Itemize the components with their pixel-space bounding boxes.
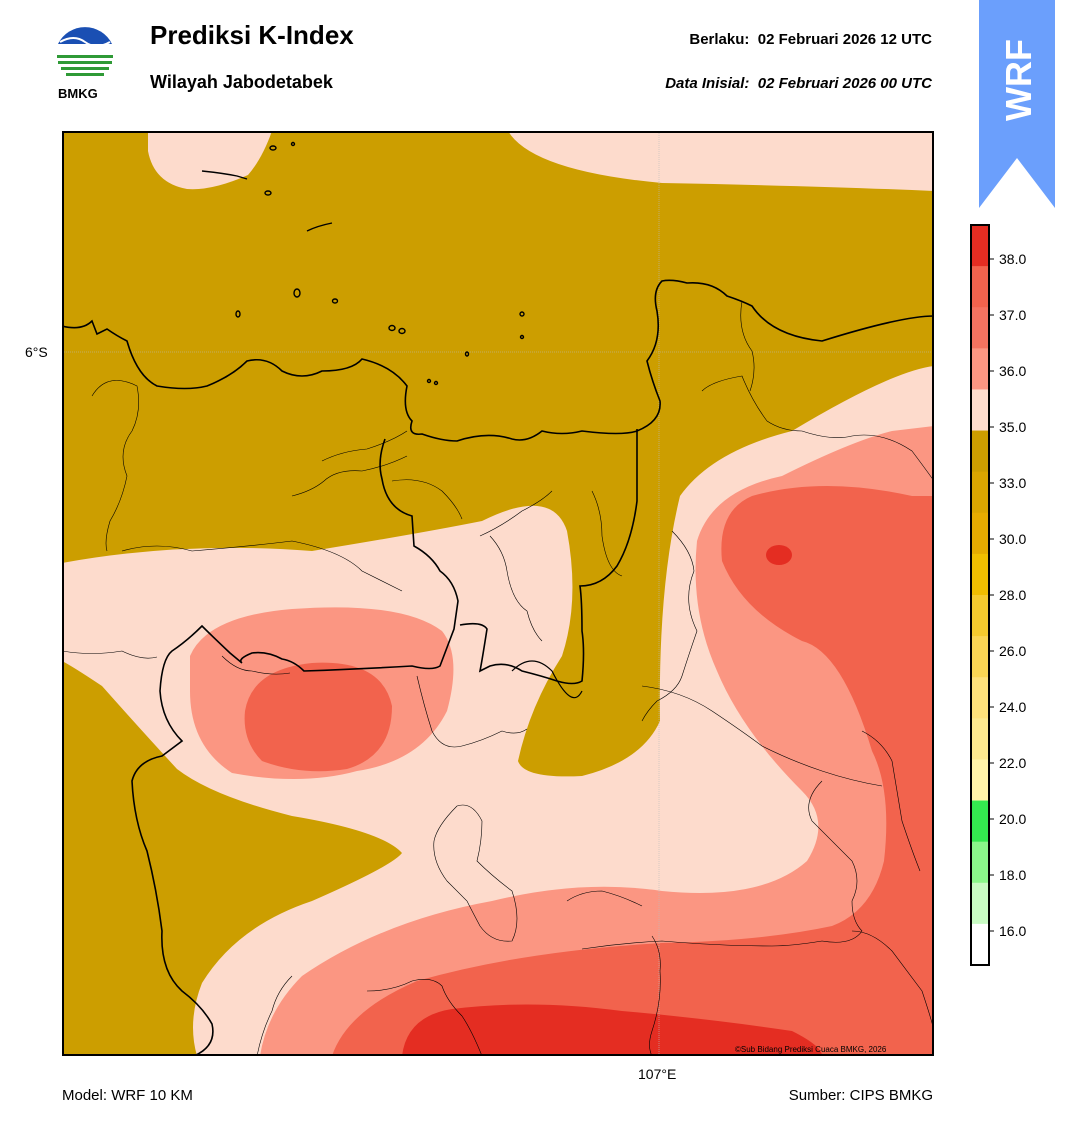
district-boundary: [321, 430, 408, 462]
colorbar-tick-label: 37.0: [999, 307, 1026, 323]
colorbar-tick-label: 35.0: [999, 419, 1026, 435]
footer-model: Model: WRF 10 KM: [62, 1087, 193, 1104]
colorbar-tick-label: 36.0: [999, 363, 1026, 379]
init-time: Data Inisial: 02 Februari 2026 00 UTC: [665, 75, 932, 92]
lat-label-6s: 6°S: [25, 344, 48, 360]
k-index-map: [62, 131, 934, 1056]
wrf-ribbon: WRF: [979, 0, 1055, 208]
district-boundary: [433, 804, 518, 942]
k-index-colorbar: 38.0 37.0 36.0 35.0 33.0 30.0 28.0 26.0 24.0 22.0…: [970, 224, 1026, 966]
init-value: 02 Februari 2026 00 UTC: [757, 75, 932, 92]
colorbar-band: [971, 718, 989, 760]
colorbar-band: [971, 430, 989, 473]
province-boundary-south: [511, 660, 583, 699]
copyright-text: ©Sub Bidang Prediksi Cuaca BMKG, 2026: [735, 1045, 887, 1054]
district-boundary: [581, 780, 863, 950]
coastline: [62, 279, 934, 442]
map-frame: [62, 131, 934, 1056]
colorbar-tick-label: 38.0: [999, 251, 1026, 267]
fill-bottom-38: [402, 1004, 822, 1056]
district-boundary: [291, 455, 408, 497]
district-boundary: [62, 650, 158, 659]
colorbar-tick-label: 24.0: [999, 699, 1026, 715]
district-boundary: [641, 530, 698, 722]
lon-label-107e: 107°E: [638, 1066, 677, 1082]
colorbar-band: [971, 348, 989, 390]
island: [290, 141, 296, 147]
district-boundary: [391, 479, 463, 520]
colorbar-band: [971, 225, 989, 267]
district-boundary: [489, 535, 543, 642]
colorbar-band: [971, 923, 989, 966]
fill-top-right-35: [508, 131, 934, 191]
district-boundary: [649, 935, 661, 1056]
fill-top-left-35: [148, 131, 272, 190]
fill-left-37: [244, 662, 392, 772]
page-title: Prediksi K-Index: [150, 20, 354, 50]
island: [331, 298, 339, 304]
island: [426, 378, 432, 384]
colorbar-band: [971, 553, 989, 596]
island: [398, 327, 406, 335]
colorbar-band: [971, 307, 989, 349]
island: [519, 311, 525, 317]
district-boundary: [641, 685, 883, 787]
island: [201, 170, 248, 180]
fill-right-38: [766, 545, 792, 565]
district-boundary: [701, 375, 934, 482]
fill-right-37: [332, 486, 934, 1056]
district-boundary: [861, 730, 921, 872]
island: [464, 351, 470, 357]
island: [235, 310, 241, 318]
province-boundary-banten: [131, 438, 459, 1056]
page-subtitle: Wilayah Jabodetabek: [150, 72, 333, 92]
district-boundary: [566, 890, 643, 907]
district-boundary: [91, 380, 139, 552]
district-boundary: [479, 490, 553, 537]
island: [306, 222, 333, 232]
valid-value: 02 Februari 2026 12 UTC: [757, 31, 932, 48]
district-boundary: [366, 979, 483, 1056]
province-boundary-jabar-jakarta: [459, 429, 638, 685]
island: [519, 334, 525, 340]
logo-label: BMKG: [58, 86, 98, 101]
island: [388, 324, 396, 332]
colorbar-tick-label: 18.0: [999, 867, 1026, 883]
island: [269, 145, 277, 151]
colorbar-tick-label: 22.0: [999, 755, 1026, 771]
colorbar-tick-label: 16.0: [999, 923, 1026, 939]
district-boundary: [416, 675, 528, 748]
colorbar-band: [971, 266, 989, 308]
district-boundary: [221, 655, 291, 675]
colorbar-tick-label: 26.0: [999, 643, 1026, 659]
colorbar-tick-label: 30.0: [999, 531, 1026, 547]
colorbar-band: [971, 759, 989, 802]
colorbar-band: [971, 882, 989, 925]
init-label: Data Inisial:: [665, 75, 750, 92]
district-boundary: [121, 540, 403, 592]
wrf-ribbon-text: WRF: [998, 39, 1039, 121]
valid-time: Berlaku: 02 Februari 2026 12 UTC: [689, 31, 932, 48]
colorbar-tick-label: 28.0: [999, 587, 1026, 603]
island: [264, 190, 272, 196]
colorbar-band: [971, 512, 989, 555]
footer-source: Sumber: CIPS BMKG: [788, 1087, 933, 1104]
district-boundary: [851, 930, 934, 1032]
district-boundary: [740, 300, 755, 392]
district-boundary: [256, 975, 293, 1056]
colorbar-tick-label: 33.0: [999, 475, 1026, 491]
island: [433, 380, 439, 386]
district-boundary: [591, 490, 623, 577]
bmkg-logo-icon: [55, 23, 115, 83]
colorbar-band: [971, 841, 989, 884]
colorbar-band: [971, 677, 989, 719]
colorbar-tick-label: 20.0: [999, 811, 1026, 827]
island: [293, 288, 301, 298]
colorbar-band: [971, 800, 989, 843]
colorbar-band: [971, 595, 989, 637]
colorbar-band: [971, 636, 989, 678]
colorbar-band: [971, 471, 989, 514]
colorbar-band: [971, 389, 989, 432]
valid-label: Berlaku:: [689, 31, 750, 48]
